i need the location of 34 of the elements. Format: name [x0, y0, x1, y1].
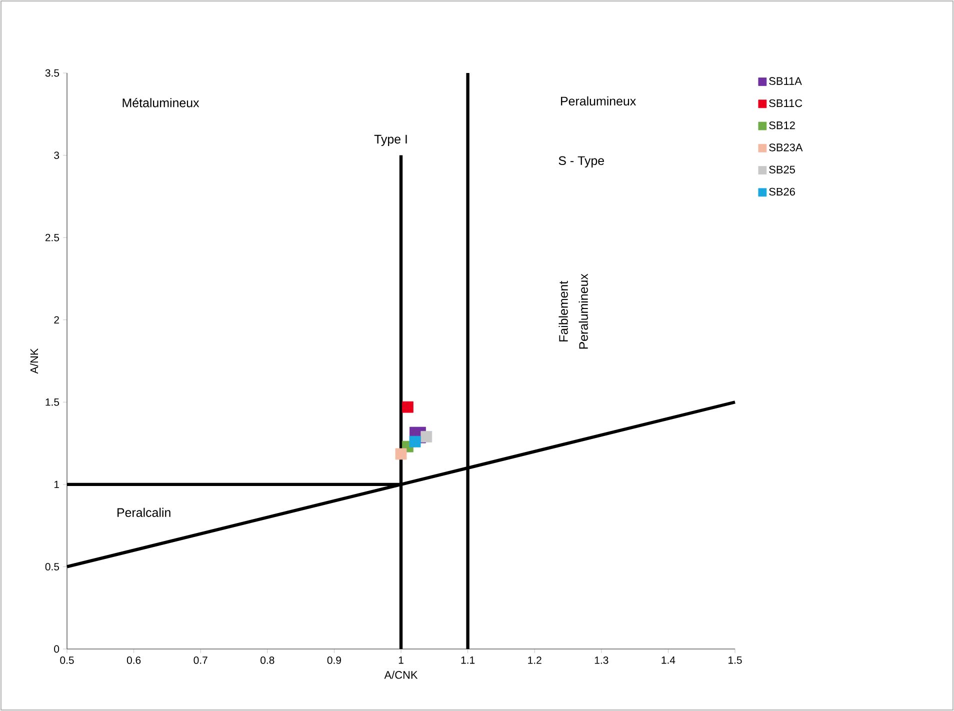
x-axis-title: A/CNK	[384, 670, 418, 679]
annotation: Peralumineux	[578, 274, 588, 349]
annotation: Type I	[374, 134, 407, 146]
y-tick-label: 0	[54, 645, 60, 653]
x-tick-label: 0.9	[327, 656, 341, 664]
y-tick-label: 1	[54, 480, 59, 488]
legend-label: SB11C	[769, 99, 802, 108]
x-tick-label: 1.1	[461, 656, 475, 664]
annotation: Métalumineux	[122, 98, 200, 108]
y-tick-label: 3.5	[45, 69, 60, 77]
legend-label: SB26	[769, 188, 795, 196]
x-tick-label: 1.4	[662, 656, 676, 664]
y-tick-label: 3	[54, 152, 60, 159]
y-tick-label: 0.5	[45, 563, 60, 570]
legend-label: SB12	[769, 121, 795, 130]
x-tick-label: 1.2	[528, 656, 542, 664]
y-tick-label: 2.5	[45, 234, 60, 242]
annotation: S - Type	[558, 156, 604, 168]
annotation: Faiblement	[558, 280, 568, 342]
x-tick-label: 1	[398, 656, 404, 664]
annotation: Peralcalin	[118, 508, 170, 517]
x-tick-label: 0.6	[126, 656, 141, 664]
legend-label: SB23A	[769, 144, 803, 152]
annotation: Peralumineux	[561, 96, 636, 106]
y-tick-label: 2	[54, 316, 59, 324]
x-tick-label: 0.8	[260, 656, 274, 664]
x-tick-label: 1.5	[728, 656, 742, 664]
x-tick-label: 1.3	[594, 656, 608, 664]
x-tick-label: 0.5	[60, 656, 74, 664]
legend-label: SB25	[769, 166, 795, 174]
legend-label: SB11A	[769, 77, 802, 85]
y-axis-title: A/NK	[30, 348, 38, 374]
x-tick-label: 0.7	[194, 656, 208, 664]
y-tick-label: 1.5	[46, 398, 60, 406]
